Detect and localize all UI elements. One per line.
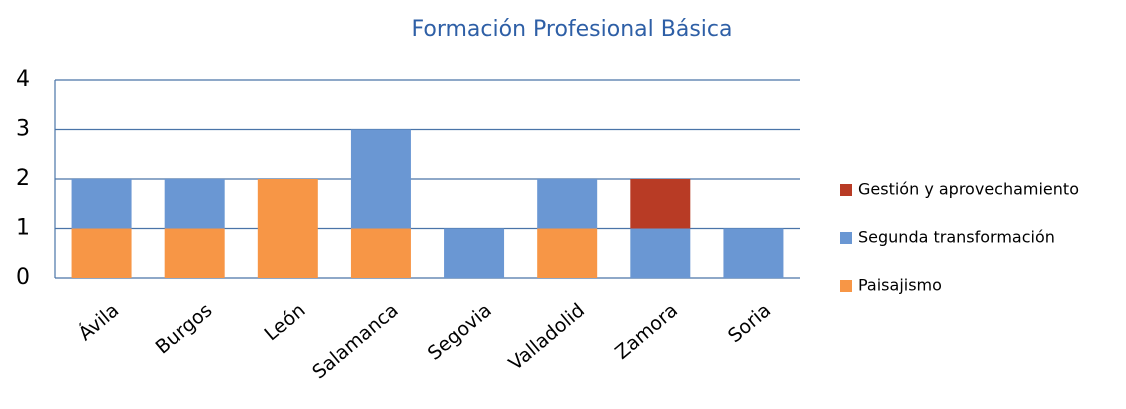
x-tick-label: Ávila bbox=[74, 298, 124, 345]
bar-segment bbox=[350, 228, 411, 278]
legend-label: Gestión y aprovechamiento bbox=[858, 180, 1079, 199]
y-tick-label: 0 bbox=[16, 265, 30, 290]
x-tick-label: Valladolid bbox=[505, 299, 589, 375]
x-tick-label: León bbox=[260, 299, 309, 345]
legend-swatch bbox=[840, 232, 852, 244]
bar-segment bbox=[444, 228, 505, 278]
x-tick-label: Salamanca bbox=[308, 299, 403, 383]
x-tick-label: Zamora bbox=[611, 299, 682, 364]
x-tick-label: Burgos bbox=[152, 299, 217, 358]
legend-label: Segunda transformación bbox=[858, 228, 1055, 247]
bar-segment bbox=[71, 179, 132, 229]
bar-segment bbox=[723, 228, 784, 278]
chart-title: Formación Profesional Básica bbox=[412, 17, 733, 42]
y-tick-label: 1 bbox=[16, 216, 30, 241]
x-tick-label: Soria bbox=[724, 299, 775, 347]
bar-segment bbox=[71, 228, 132, 278]
legend-label: Paisajismo bbox=[858, 276, 942, 295]
bar-segment bbox=[630, 179, 691, 229]
y-tick-label: 2 bbox=[16, 166, 30, 191]
y-tick-label: 3 bbox=[16, 117, 30, 142]
bar-segment bbox=[537, 228, 598, 278]
bar-segment bbox=[164, 228, 225, 278]
bar-segment bbox=[350, 129, 411, 229]
x-tick-label: Segovia bbox=[424, 299, 496, 364]
bar-segment bbox=[537, 179, 598, 229]
bar-segment bbox=[630, 228, 691, 278]
legend-swatch bbox=[840, 280, 852, 292]
bar-segment bbox=[164, 179, 225, 229]
bar-segment bbox=[257, 179, 318, 278]
legend-swatch bbox=[840, 184, 852, 196]
y-tick-label: 4 bbox=[16, 67, 30, 92]
